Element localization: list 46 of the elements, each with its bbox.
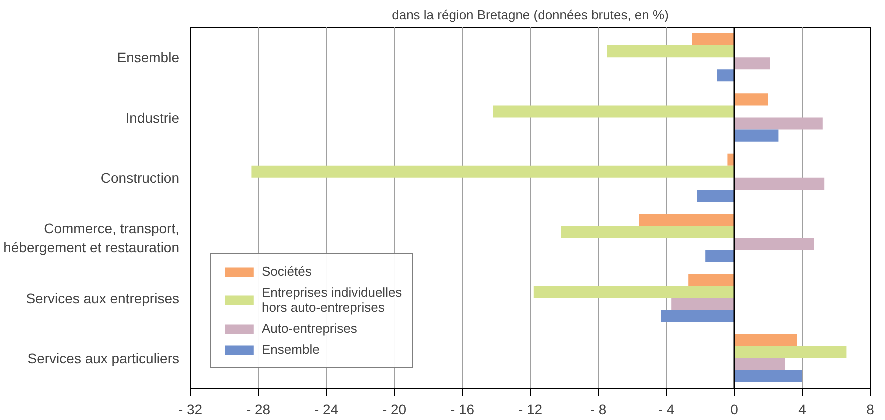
legend-label: Ensemble <box>262 342 320 357</box>
x-tick-label: - 16 <box>450 402 475 418</box>
bar <box>692 34 734 46</box>
x-tick-label: - 8 <box>590 402 607 418</box>
y-tick-label: Industrie <box>126 110 180 126</box>
bar <box>706 250 734 262</box>
x-tick-label: - 20 <box>382 402 407 418</box>
y-tick-label: Construction <box>100 170 180 186</box>
bar <box>607 46 734 58</box>
bar <box>697 190 734 202</box>
x-tick-label: - 24 <box>314 402 339 418</box>
y-tick-label: Ensemble <box>117 50 180 66</box>
bar <box>718 70 734 82</box>
bar <box>688 274 734 286</box>
y-tick-label: Services aux entreprises <box>26 290 180 306</box>
bar <box>561 226 734 238</box>
bar <box>734 178 825 190</box>
x-tick-label: 8 <box>866 402 875 418</box>
legend-label: Entreprises individuelles hors auto-entreprises <box>262 285 402 315</box>
bar <box>728 154 734 166</box>
bar <box>672 298 734 310</box>
bar <box>734 238 814 250</box>
bar <box>734 58 770 70</box>
x-tick-label: - 12 <box>518 402 543 418</box>
bar <box>734 118 823 130</box>
bar <box>734 370 802 382</box>
x-tick-label: 4 <box>798 402 807 418</box>
bar <box>639 214 734 226</box>
bar <box>252 166 734 178</box>
bar <box>734 358 786 370</box>
y-tick-label: Commerce, transport, hébergement et restauration <box>4 220 180 256</box>
y-tick-label: Services aux particuliers <box>28 350 180 366</box>
bar <box>534 286 734 298</box>
legend-label: Auto-entreprises <box>262 321 358 336</box>
chart-title: dans la région Bretagne (données brutes, en %) <box>392 8 669 22</box>
bar <box>661 310 734 322</box>
bar <box>734 130 779 142</box>
bar <box>734 346 847 358</box>
x-tick-label: - 4 <box>658 402 675 418</box>
bar <box>734 334 798 346</box>
bar <box>734 94 768 106</box>
legend-label: Sociétés <box>262 264 312 279</box>
x-tick-label: - 28 <box>246 402 271 418</box>
x-tick-label: - 32 <box>178 402 203 418</box>
x-tick-label: 0 <box>730 402 739 418</box>
bar <box>493 106 734 118</box>
